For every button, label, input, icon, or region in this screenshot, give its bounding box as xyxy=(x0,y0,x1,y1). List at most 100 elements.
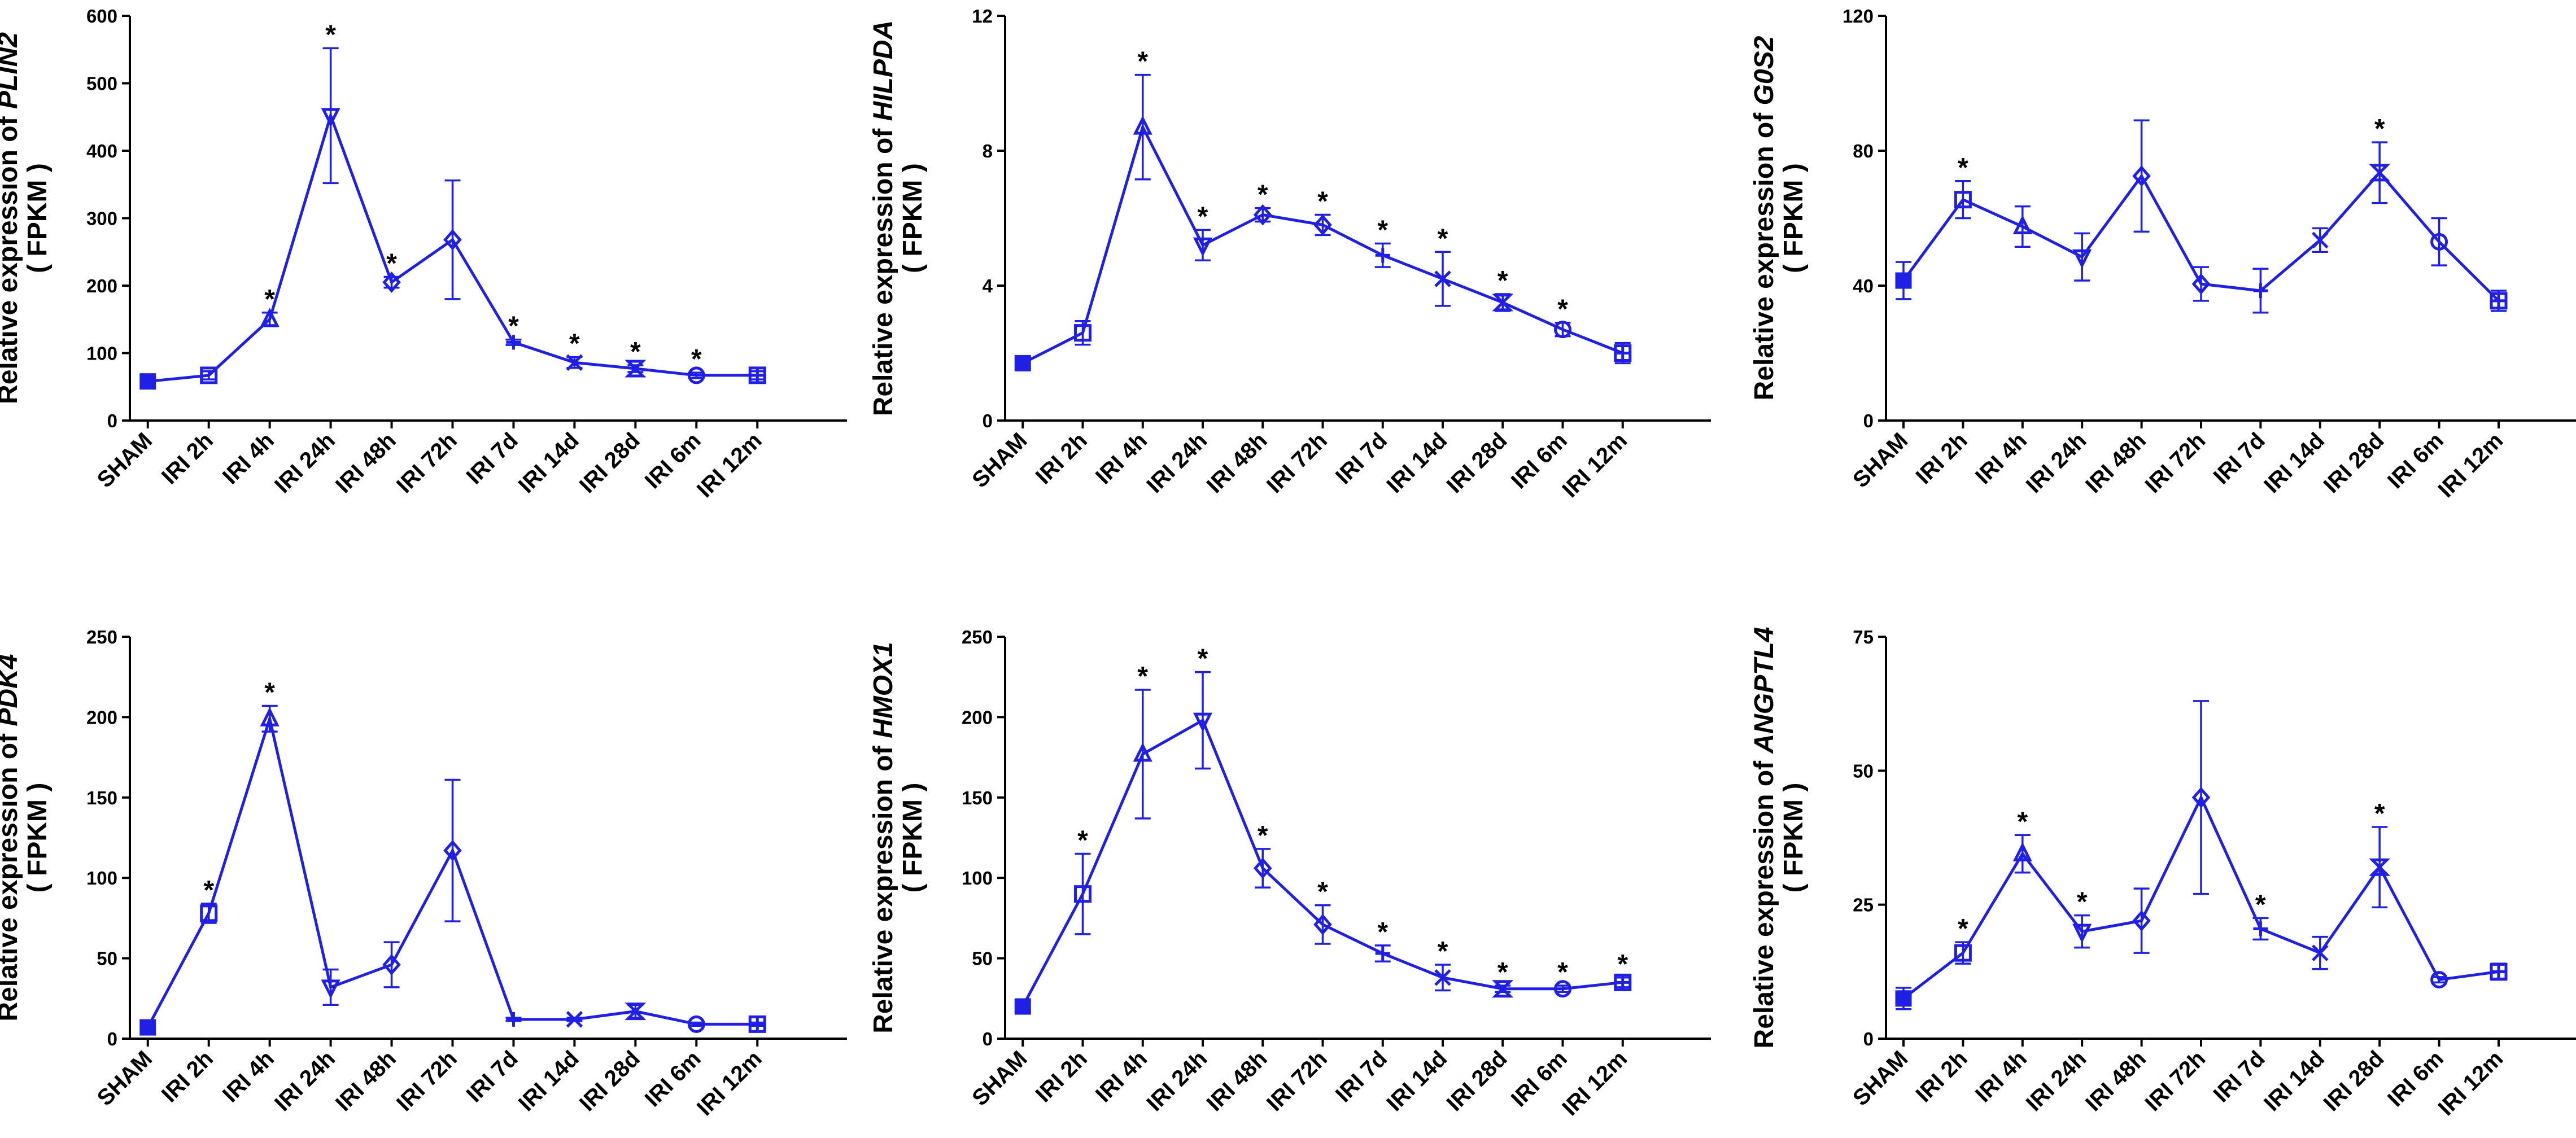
x-tick-label: IRI 14d xyxy=(2259,1046,2329,1116)
data-point xyxy=(566,1011,583,1028)
significance-star: * xyxy=(1958,153,1968,183)
data-point xyxy=(2253,921,2268,936)
y-axis-title-prefix: Relative expression of xyxy=(1749,105,1779,400)
data-point xyxy=(260,308,280,327)
y-tick-label: 100 xyxy=(86,868,117,888)
y-tick-label: 200 xyxy=(86,707,117,728)
error-bar xyxy=(688,371,705,379)
x-tick-label: SHAM xyxy=(93,428,157,492)
data-point xyxy=(748,1015,766,1033)
x-tick-label: IRI 24h xyxy=(2021,1046,2092,1116)
data-point xyxy=(1313,214,1332,236)
data-point xyxy=(2312,231,2329,249)
y-tick-label: 300 xyxy=(86,208,117,229)
significance-star: * xyxy=(1077,825,1088,855)
data-point xyxy=(2072,923,2092,943)
y-tick-label: 25 xyxy=(1853,895,1874,916)
error-bar xyxy=(200,370,217,380)
y-axis-title: Relative expression of PDK4 xyxy=(0,654,23,1022)
significance-star: * xyxy=(2077,887,2088,917)
data-point xyxy=(443,229,462,251)
data-point xyxy=(2132,165,2151,187)
y-axis-title: Relative expression of ANGPTL4 xyxy=(1749,627,1779,1049)
x-tick-label: IRI 48h xyxy=(331,1046,401,1116)
series-line xyxy=(1022,123,1623,365)
data-point xyxy=(1014,354,1031,371)
error-bar xyxy=(383,275,400,289)
x-tick-label: IRI 14d xyxy=(514,1046,584,1116)
data-point xyxy=(2312,944,2329,961)
error-bar xyxy=(2431,217,2447,266)
y-axis-title: Relative expression of HMOX1 xyxy=(868,642,898,1034)
y-axis-title-gene: PLIN2 xyxy=(0,32,23,109)
data-point xyxy=(2369,164,2391,182)
y-tick-label: 12 xyxy=(972,6,993,27)
data-point xyxy=(1313,913,1332,935)
error-bar xyxy=(2193,700,2209,895)
x-tick-label: IRI 12m xyxy=(2434,428,2508,502)
x-tick-label: IRI 28d xyxy=(1442,1046,1512,1116)
significance-star: * xyxy=(2255,890,2266,920)
y-axis-title-gene: HILPDA xyxy=(868,20,898,121)
significance-star: * xyxy=(1377,917,1388,947)
data-point xyxy=(382,954,401,975)
y-axis-title-unit: ( FPKM ) xyxy=(23,783,53,893)
y-axis-title: Relative expression of HILPDA xyxy=(868,20,898,417)
x-tick-label: IRI 12m xyxy=(1557,428,1632,502)
data-point xyxy=(1434,969,1451,986)
y-tick-label: 600 xyxy=(86,6,117,27)
x-tick-label: IRI 12m xyxy=(692,1046,767,1121)
significance-star: * xyxy=(1258,180,1268,210)
data-point xyxy=(1895,990,1912,1007)
y-tick-label: 50 xyxy=(972,948,993,969)
error-bar xyxy=(688,1021,705,1027)
y-tick-label: 0 xyxy=(1863,410,1874,431)
data-point xyxy=(382,272,401,293)
data-point xyxy=(200,366,218,384)
significance-star: * xyxy=(264,677,275,707)
y-tick-label: 100 xyxy=(86,343,117,364)
y-axis-title-prefix: Relative expression of xyxy=(0,109,23,404)
significance-star: * xyxy=(691,344,702,374)
data-point xyxy=(2253,283,2268,298)
data-point xyxy=(1133,115,1152,135)
x-tick-label: SHAM xyxy=(967,1046,1032,1110)
y-tick-label: 150 xyxy=(962,787,993,808)
y-axis-title-prefix: Relative expression of xyxy=(1749,754,1779,1049)
x-tick-label: IRI 72h xyxy=(2141,1046,2211,1116)
series-line xyxy=(1021,718,1623,1008)
significance-star: * xyxy=(264,284,275,314)
significance-star: * xyxy=(1317,187,1328,217)
x-tick-label: IRI 48h xyxy=(1202,428,1272,498)
error-bar xyxy=(2014,834,2031,874)
error-bar xyxy=(322,968,339,1006)
error-bar xyxy=(2014,205,2031,248)
significance-star: * xyxy=(1137,662,1148,691)
error-bar xyxy=(322,47,339,185)
y-tick-label: 50 xyxy=(1853,760,1874,781)
significance-star: * xyxy=(1198,644,1208,674)
y-tick-label: 0 xyxy=(1863,1028,1874,1049)
y-axis-title-gene: G0S2 xyxy=(1749,36,1779,105)
data-point xyxy=(2369,858,2391,876)
x-tick-label: IRI 12m xyxy=(692,428,767,502)
error-bar xyxy=(444,179,461,300)
y-tick-label: 0 xyxy=(107,1028,117,1049)
data-point xyxy=(260,707,280,726)
x-tick-label: IRI 24h xyxy=(270,428,340,498)
data-point xyxy=(1074,885,1091,903)
data-point xyxy=(139,1019,156,1036)
x-tick-label: IRI 14d xyxy=(2259,428,2329,498)
y-tick-label: 400 xyxy=(86,141,117,161)
data-point xyxy=(2191,786,2211,808)
significance-star: * xyxy=(569,329,580,359)
data-point xyxy=(2132,910,2151,931)
data-point xyxy=(200,904,218,922)
significance-star: * xyxy=(2017,807,2028,837)
